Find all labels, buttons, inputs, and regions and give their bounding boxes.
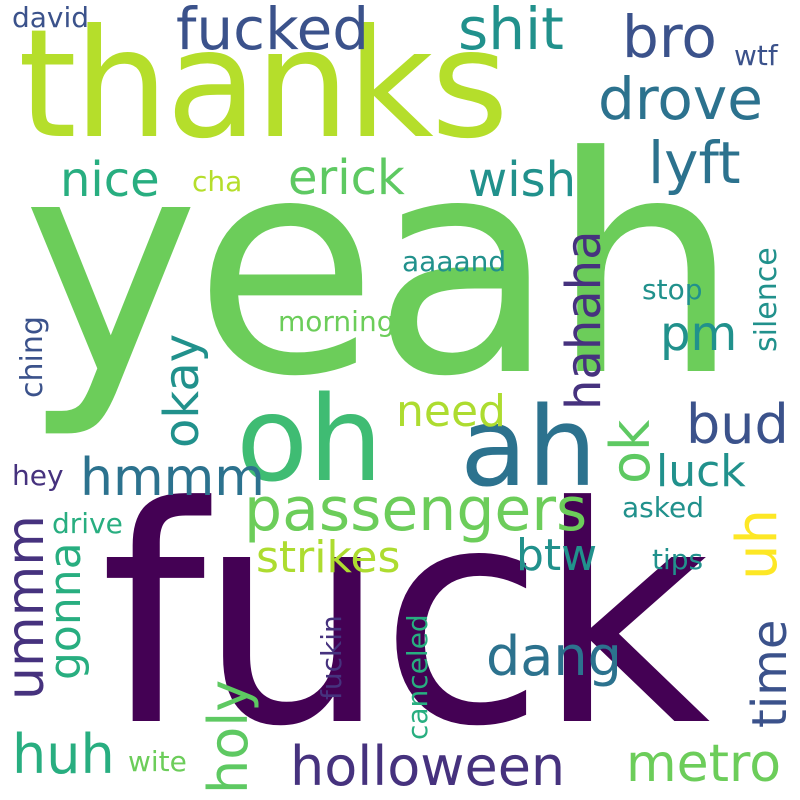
word-okay: okay — [154, 333, 210, 448]
word-canceled: canceled — [401, 614, 434, 740]
word-cha: cha — [192, 165, 243, 198]
word-shit: shit — [458, 0, 564, 63]
word-ah: ah — [460, 383, 598, 511]
word-ching: ching — [15, 316, 50, 398]
word-stop: stop — [642, 273, 703, 306]
word-morning: morning — [278, 305, 395, 338]
word-erick: erick — [288, 150, 405, 206]
word-oh: oh — [236, 370, 383, 508]
word-pm: pm — [660, 306, 738, 362]
word-yeah: yeah — [22, 93, 740, 442]
word-lyft: lyft — [648, 129, 741, 197]
word-hmmm: hmmm — [80, 448, 265, 508]
word-luck: luck — [656, 446, 746, 497]
word-asked: asked — [622, 491, 704, 524]
word-fuck: fuck — [100, 443, 710, 792]
word-metro: metro — [626, 734, 782, 794]
word-wite: wite — [128, 745, 187, 778]
word-fuckin: fuckin — [315, 615, 348, 700]
word-dang: dang — [486, 625, 622, 688]
word-huh: huh — [12, 723, 115, 786]
word-david: david — [12, 1, 90, 34]
word-need: need — [396, 386, 506, 437]
word-aaaand: aaaand — [402, 245, 507, 278]
word-holloween: holloween — [290, 735, 566, 798]
word-drove: drove — [598, 65, 763, 133]
word-passengers: passengers — [244, 475, 588, 545]
word-drive: drive — [52, 507, 123, 540]
word-wish: wish — [468, 152, 577, 208]
word-btw: btw — [516, 530, 598, 581]
word-hahaha: hahaha — [556, 230, 612, 410]
word-hey: hey — [12, 459, 64, 492]
word-nice: nice — [60, 152, 160, 208]
word-time: time — [742, 619, 798, 728]
word-fucked: fucked — [176, 0, 370, 63]
word-thanks: thanks — [18, 0, 509, 172]
word-gonna: gonna — [40, 542, 91, 680]
word-tips: tips — [652, 543, 704, 576]
word-bud: bud — [686, 393, 789, 456]
word-strikes: strikes — [256, 532, 401, 583]
word-silence: silence — [749, 247, 784, 352]
word-wtf: wtf — [734, 39, 778, 72]
word-bro: bro — [622, 3, 717, 71]
word-holy: holy — [197, 679, 260, 794]
word-ok: ok — [599, 419, 662, 484]
word-uh: uh — [725, 509, 790, 580]
